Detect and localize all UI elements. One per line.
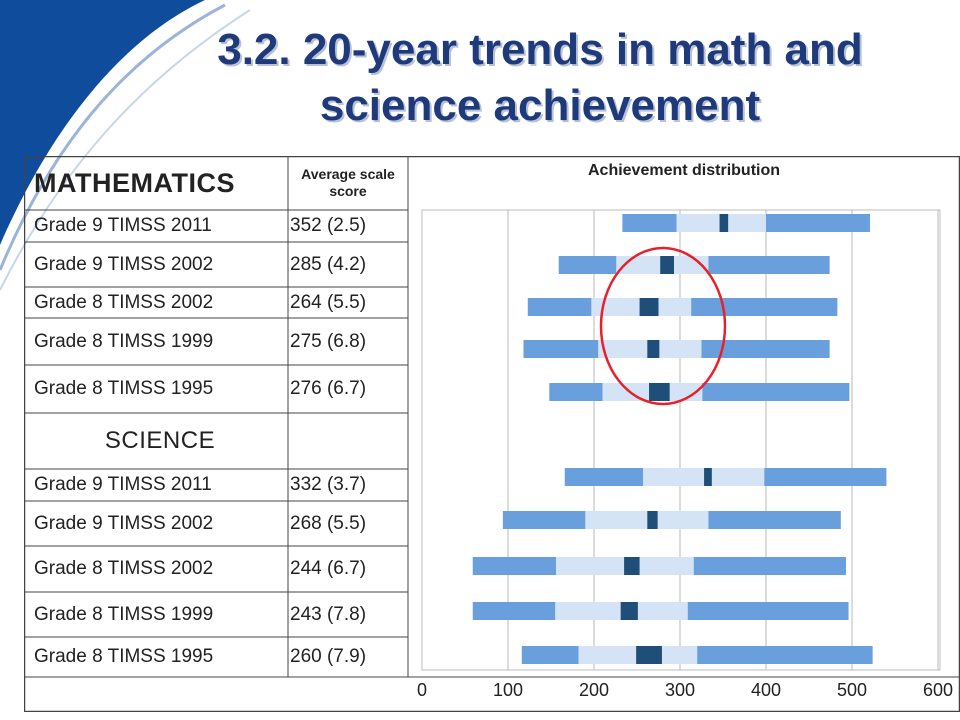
- highlight-circle: [599, 246, 727, 406]
- slide-title: 3.2. 20-year trends in math and science …: [120, 22, 960, 134]
- row-label: Grade 8 TIMSS 1999: [34, 603, 214, 625]
- title-line-1: 3.2. 20-year trends in math and: [217, 25, 863, 74]
- row-label: Grade 9 TIMSS 2011: [34, 474, 212, 495]
- percentile-75-95-bar: [697, 646, 873, 664]
- title-line-2: science achievement: [319, 81, 761, 130]
- percentile-75-95-bar: [693, 557, 846, 575]
- x-tick-label: 200: [578, 680, 610, 700]
- mean-confidence-marker: [704, 468, 712, 486]
- x-tick-label: 300: [664, 680, 696, 700]
- row-label: Grade 8 TIMSS 1995: [34, 646, 214, 667]
- percentile-75-95-bar: [691, 298, 838, 316]
- percentile-75-95-bar: [708, 256, 830, 274]
- percentile-5-25-bar: [549, 383, 603, 401]
- achievement-table: MATHEMATICS Average scale score Achievem…: [24, 156, 960, 712]
- row-score: 275 (6.8): [290, 330, 367, 352]
- mean-confidence-marker: [649, 383, 670, 401]
- percentile-75-95-bar: [766, 214, 871, 232]
- row-score: 244 (6.7): [290, 558, 367, 579]
- row-label: Grade 8 TIMSS 2002: [34, 558, 214, 579]
- average-score-header-line-2: score: [329, 183, 367, 199]
- average-score-header: Average scale score: [290, 156, 406, 210]
- mean-confidence-marker: [620, 602, 638, 620]
- x-tick-label: 100: [492, 680, 524, 700]
- distribution-chart: [472, 214, 887, 664]
- corner-swoosh-shape: [0, 0, 205, 245]
- percentile-5-25-bar: [523, 340, 599, 358]
- row-score: 268 (5.5): [290, 512, 367, 534]
- mean-confidence-marker: [660, 256, 674, 274]
- science-header: SCIENCE: [104, 427, 216, 454]
- x-tick-label: 0: [416, 680, 427, 700]
- corner-swoosh-line: [0, 3, 226, 271]
- percentile-5-25-bar: [502, 511, 586, 529]
- percentile-75-95-bar: [701, 340, 830, 358]
- distribution-header: Achievement distribution: [587, 162, 781, 179]
- mean-confidence-marker: [636, 646, 662, 664]
- percentile-75-95-bar: [687, 602, 849, 620]
- row-score: 260 (7.9): [290, 646, 367, 667]
- table-grid: [24, 156, 960, 712]
- mean-confidence-marker: [624, 557, 640, 575]
- row-score: 352 (2.5): [290, 215, 367, 236]
- x-tick-label: 600: [922, 680, 954, 700]
- percentile-75-95-bar: [708, 511, 841, 529]
- mean-confidence-marker: [647, 511, 658, 529]
- mean-confidence-marker: [719, 214, 729, 232]
- percentile-5-25-bar: [472, 557, 557, 575]
- row-score: 276 (6.7): [290, 378, 367, 399]
- row-score: 332 (3.7): [290, 474, 367, 495]
- row-label: Grade 8 TIMSS 2002: [34, 291, 214, 313]
- percentile-5-25-bar: [527, 298, 592, 316]
- mean-confidence-marker: [647, 340, 660, 358]
- percentile-5-25-bar: [558, 256, 617, 274]
- row-label: Grade 8 TIMSS 1999: [34, 330, 214, 352]
- plot-area-frame: [421, 209, 941, 671]
- mean-confidence-marker: [639, 298, 659, 316]
- percentile-5-25-bar: [521, 646, 579, 664]
- x-tick-label: 500: [836, 680, 868, 700]
- x-tick-label: 400: [750, 680, 782, 700]
- row-score: 243 (7.8): [290, 603, 367, 625]
- percentile-75-95-bar: [764, 468, 887, 486]
- row-score: 264 (5.5): [290, 291, 367, 313]
- percentile-25-75-bar: [643, 468, 765, 486]
- percentile-5-25-bar: [564, 468, 644, 486]
- mathematics-header: MATHEMATICS: [34, 167, 235, 198]
- row-label: Grade 8 TIMSS 1995: [34, 378, 214, 399]
- percentile-5-25-bar: [472, 602, 556, 620]
- row-score: 285 (4.2): [290, 253, 367, 275]
- percentile-25-75-bar: [585, 511, 709, 529]
- percentile-5-25-bar: [622, 214, 677, 232]
- average-score-header-line-1: Average scale: [301, 166, 395, 182]
- row-label: Grade 9 TIMSS 2011: [34, 215, 212, 236]
- row-label: Grade 9 TIMSS 2002: [34, 512, 214, 534]
- row-label: Grade 9 TIMSS 2002: [34, 253, 214, 275]
- percentile-75-95-bar: [702, 383, 850, 401]
